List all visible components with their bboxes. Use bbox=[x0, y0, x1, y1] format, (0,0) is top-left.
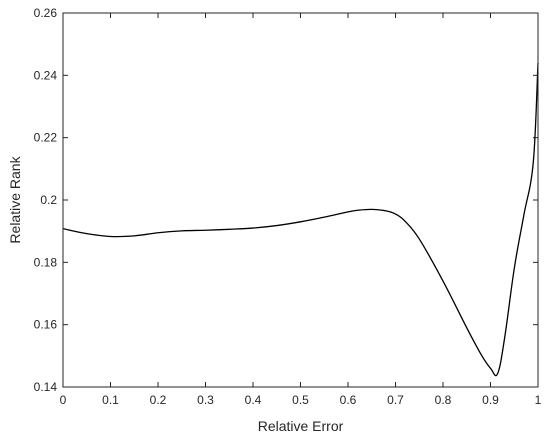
x-tick-label: 0.4 bbox=[245, 393, 262, 407]
x-tick-label: 0 bbox=[60, 393, 67, 407]
x-tick-label: 0.3 bbox=[197, 393, 214, 407]
y-axis-label: Relative Rank bbox=[7, 155, 23, 243]
y-tick-label: 0.24 bbox=[34, 68, 58, 82]
y-tick-label: 0.18 bbox=[34, 255, 58, 269]
x-tick-label: 0.6 bbox=[340, 393, 357, 407]
y-tick-label: 0.14 bbox=[34, 380, 58, 394]
x-tick-label: 1 bbox=[535, 393, 542, 407]
series bbox=[62, 62, 539, 377]
tick-labels: 0 0.1 0.2 0.3 0.4 0.5 0.6 0.7 0.8 0.9 1 0.14 0.16 0.1… bbox=[34, 6, 542, 407]
y-tick-label: 0.2 bbox=[40, 193, 57, 207]
series-line bbox=[62, 62, 539, 377]
plot-frame bbox=[62, 12, 539, 388]
x-tick-label: 0.8 bbox=[435, 393, 452, 407]
x-tick-label: 0.7 bbox=[387, 393, 404, 407]
x-tick-label: 0.1 bbox=[102, 393, 119, 407]
x-tick-label: 0.2 bbox=[150, 393, 167, 407]
y-tick-label: 0.16 bbox=[34, 318, 58, 332]
x-tick-label: 0.9 bbox=[482, 393, 499, 407]
y-tick-label: 0.22 bbox=[34, 131, 58, 145]
y-tick-label: 0.26 bbox=[34, 6, 58, 20]
x-axis-label: Relative Error bbox=[258, 418, 344, 434]
x-tick-label: 0.5 bbox=[292, 393, 309, 407]
